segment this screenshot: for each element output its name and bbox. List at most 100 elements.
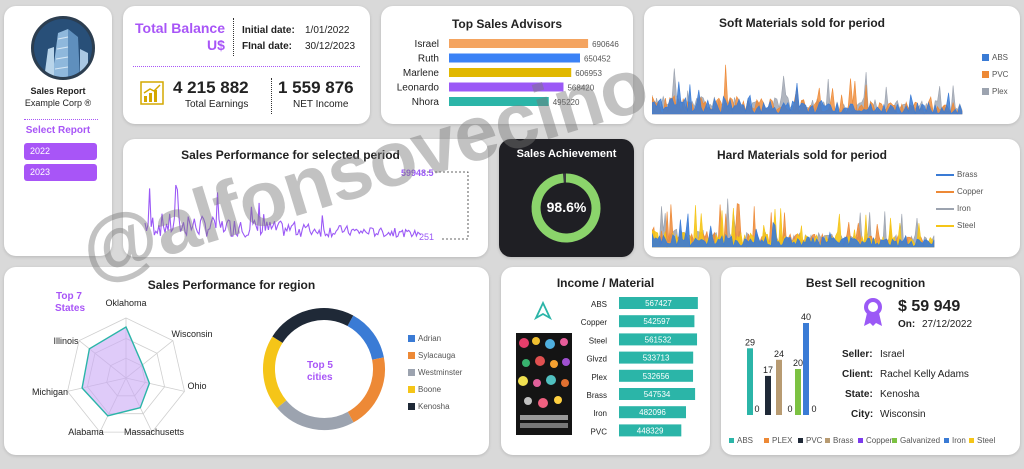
building-icon (34, 19, 92, 77)
advisors-chart: Israel 690646 Ruth 650452 Marlene 606953 Leona… (397, 39, 619, 108)
advisor-bar (449, 97, 549, 106)
logo-card: Sales Report Example Corp ® Select Repor… (4, 6, 112, 256)
best-sell-bar (795, 369, 801, 415)
hard-materials-card: Hard Materials sold for period Brass Copp… (644, 139, 1020, 257)
best-sell-value: 29 (745, 337, 755, 347)
radar-axis-label: Michigan (32, 387, 68, 397)
seller-label: Seller: (842, 349, 873, 360)
income-bar (619, 297, 698, 309)
series-area-brass (652, 213, 935, 248)
legend-label: PVC (806, 436, 823, 445)
state-label: State: (845, 389, 873, 400)
legend-label: Adrian (418, 334, 442, 343)
client-value: Rachel Kelly Adams (880, 369, 969, 380)
legend-item: PVC (982, 70, 1008, 79)
income-bar (619, 406, 687, 419)
report-button-2022[interactable]: 2022 (24, 143, 97, 160)
legend-swatch (858, 438, 863, 444)
select-report-label: Select Report (25, 125, 91, 136)
material-label: Iron (593, 409, 607, 418)
city-value: Wisconsin (880, 409, 926, 420)
income-card: Income / Material ABS 567427 Copper 542597 S… (501, 267, 710, 455)
series-area-abs (652, 81, 963, 115)
balance-title: Total Balance (135, 20, 225, 36)
legend-label: Westminster (418, 368, 463, 377)
legend-label: ABS (737, 436, 754, 445)
city-label: City: (851, 409, 874, 420)
award-icon (864, 298, 882, 326)
divider (24, 119, 98, 120)
legend-label: PVC (992, 70, 1009, 79)
radar-grid (67, 317, 185, 433)
material-label: Steel (589, 336, 607, 345)
advisor-bar (449, 68, 572, 77)
radar-axis-label: Alabama (68, 427, 104, 437)
net-value: 1 559 876 (278, 78, 354, 97)
advisor-value: 495220 (553, 98, 580, 107)
achievement-value: 98.6% (546, 199, 587, 215)
legend-swatch (944, 438, 949, 444)
best-sell-value: 17 (763, 365, 773, 375)
legend-label: Sylacauga (418, 351, 456, 360)
legend-label: Brass (833, 436, 854, 445)
income-value: 448329 (637, 426, 664, 435)
hard-materials-title: Hard Materials sold for period (716, 148, 888, 162)
legend-swatch (936, 173, 954, 176)
radar-area (81, 325, 151, 417)
legend-swatch (408, 403, 415, 411)
best-sell-bar (776, 359, 782, 415)
legend-item: Iron (936, 204, 971, 213)
legend-item: Adrian (408, 334, 441, 343)
material-label: PVC (591, 427, 608, 436)
range-bracket (423, 171, 469, 240)
seller-value: Israel (880, 349, 905, 360)
cities-subtitle: cities (307, 372, 333, 383)
advisor-label: Ruth (418, 54, 439, 65)
performance-chart (144, 171, 469, 240)
best-sell-bar (765, 375, 771, 415)
income-title: Income / Material (556, 276, 655, 290)
legend-item: Plex (982, 87, 1008, 96)
legend-item: Brass (825, 436, 853, 445)
legend-swatch (729, 438, 734, 444)
final-date-value: 30/12/2023 (305, 41, 356, 52)
legend-label: Steel (957, 221, 976, 230)
material-label: Brass (587, 391, 607, 400)
income-value: 547534 (644, 390, 671, 399)
chart-up-icon (140, 81, 164, 105)
achievement-title: Sales Achievement (516, 148, 617, 160)
income-bar (619, 424, 682, 437)
balance-divider (233, 18, 234, 56)
legend-item: ABS (729, 436, 753, 445)
legend-label: PLEX (772, 436, 793, 445)
company-logo (31, 16, 95, 80)
report-button-2023[interactable]: 2023 (24, 164, 97, 181)
earnings-label: Total Earnings (185, 99, 249, 110)
radar-axis-label: Illinois (53, 336, 79, 346)
legend-label: Plex (992, 87, 1008, 96)
achievement-gauge (531, 173, 601, 243)
performance-max-label: 59948.5 (401, 168, 434, 178)
advisor-value: 690646 (592, 40, 619, 49)
donut-slice (277, 400, 354, 430)
states-radar: Oklahoma Wisconsin Ohio Massachusetts Alabam… (32, 298, 213, 437)
performance-title: Sales Performance for selected period (181, 148, 400, 162)
legend-swatch (936, 224, 954, 227)
legend-swatch (969, 438, 974, 444)
advisor-value: 606953 (575, 69, 602, 78)
advisors-card: Top Sales Advisors Israel 690646 Ruth 65045… (381, 6, 633, 124)
legend-label: Steel (977, 436, 996, 445)
legend-item: PLEX (764, 436, 792, 445)
best-sell-bar (803, 323, 809, 415)
materials-photo (516, 333, 572, 435)
best-sell-value: 20 (793, 358, 803, 368)
donut-slice (272, 308, 354, 344)
income-bar (619, 369, 694, 382)
performance-line (144, 184, 422, 239)
achievement-card: Sales Achievement 98.6% (499, 139, 634, 257)
gauge-fill (531, 173, 601, 243)
donut-slice (347, 315, 384, 360)
radar-axis-label: Massachusetts (124, 427, 185, 437)
soft-materials-title: Soft Materials sold for period (718, 16, 886, 30)
states-subtitle: States (55, 303, 86, 314)
